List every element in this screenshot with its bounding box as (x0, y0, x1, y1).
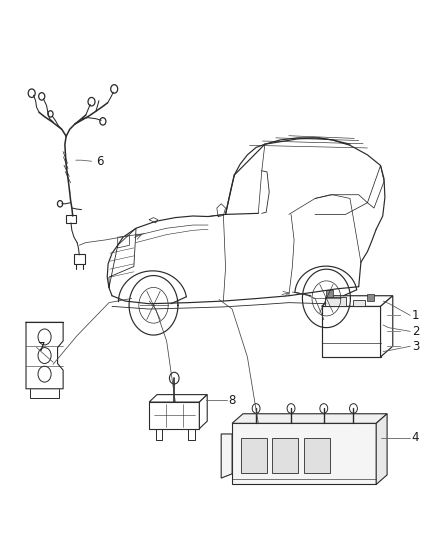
Text: 3: 3 (412, 340, 419, 353)
Text: 1: 1 (412, 309, 419, 322)
Bar (326, 290, 333, 297)
Polygon shape (321, 296, 393, 306)
Text: 6: 6 (96, 155, 104, 168)
Bar (272, 438, 298, 473)
Bar (232, 423, 376, 484)
Bar (149, 402, 199, 429)
Bar (66, 215, 76, 223)
Bar (74, 254, 85, 264)
Polygon shape (381, 296, 393, 357)
Circle shape (38, 348, 51, 364)
Circle shape (38, 366, 51, 382)
Circle shape (252, 403, 260, 413)
Polygon shape (149, 394, 207, 402)
Text: 7: 7 (39, 341, 46, 354)
Circle shape (287, 403, 295, 413)
Text: 2: 2 (412, 325, 419, 338)
Bar (325, 297, 346, 306)
Text: 4: 4 (412, 431, 419, 444)
Bar (241, 438, 267, 473)
Bar (321, 306, 381, 357)
Circle shape (38, 329, 51, 345)
Polygon shape (376, 414, 387, 484)
Polygon shape (199, 394, 207, 429)
Polygon shape (221, 434, 232, 478)
Bar (367, 294, 374, 301)
Bar (304, 438, 330, 473)
Circle shape (350, 403, 357, 413)
Polygon shape (232, 414, 387, 423)
Bar (353, 300, 365, 306)
Circle shape (170, 372, 179, 384)
Text: 8: 8 (228, 394, 236, 407)
Circle shape (320, 403, 328, 413)
